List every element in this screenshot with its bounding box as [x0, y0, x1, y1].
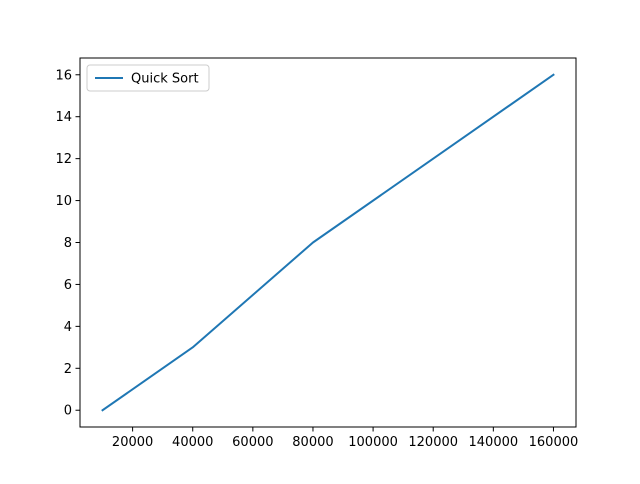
y-tick-label: 0 — [64, 404, 72, 419]
x-tick-label: 60000 — [232, 435, 273, 450]
series-line-0 — [101, 73, 555, 412]
y-tick-label: 4 — [64, 320, 72, 335]
x-tick-label: 40000 — [172, 435, 213, 450]
x-tick-label: 160000 — [529, 435, 579, 450]
x-tick-label: 20000 — [112, 435, 153, 450]
y-tick-label: 10 — [55, 194, 72, 209]
y-tick-label: 12 — [55, 152, 72, 167]
x-tick-label: 120000 — [408, 435, 458, 450]
y-tick-label: 14 — [55, 110, 72, 125]
legend-label-0: Quick Sort — [131, 72, 199, 87]
x-tick-label: 80000 — [292, 435, 333, 450]
legend-box — [86, 64, 210, 92]
x-tick-label: 100000 — [348, 435, 398, 450]
y-tick-label: 6 — [64, 278, 72, 293]
y-tick-label: 2 — [64, 362, 72, 377]
y-tick-label: 8 — [64, 236, 72, 251]
y-tick-label: 16 — [55, 68, 72, 83]
x-tick-label: 140000 — [469, 435, 519, 450]
